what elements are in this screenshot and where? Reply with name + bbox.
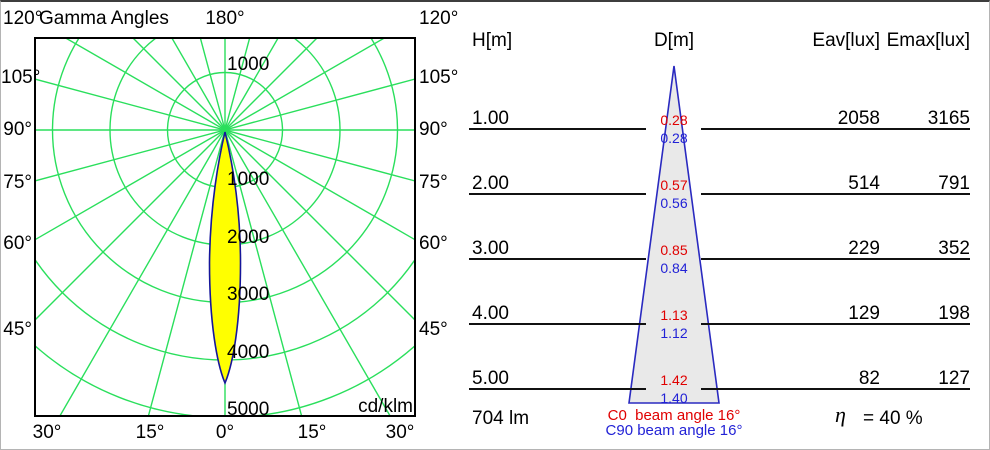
row-line (701, 388, 970, 390)
gamma-label-right-90: 90° (419, 119, 448, 140)
diameter-c0: 1.42 (660, 372, 688, 388)
row-line (469, 193, 646, 195)
height-value: 5.00 (472, 368, 509, 389)
row-line (701, 128, 970, 130)
gamma-label-left-45: 45° (3, 319, 32, 340)
eav-value: 82 (858, 368, 880, 389)
diameter-c90: 1.40 (660, 390, 688, 406)
gamma-label-bottom-15r: 15° (297, 422, 327, 443)
light-cone (628, 65, 720, 404)
height-value: 1.00 (472, 108, 509, 129)
diameter-c0: 1.13 (660, 307, 688, 323)
gamma-label-right-75: 75° (419, 172, 448, 193)
gamma-label-topright-120: 120° (419, 8, 459, 29)
col-header-eav: Eav[lux] (812, 30, 880, 51)
luminous-flux: 704 lm (472, 408, 530, 429)
row-line (701, 258, 970, 260)
unit-label-cdklm: cd/klm (358, 396, 413, 417)
polar-frame (34, 37, 416, 417)
diameter-c90: 0.28 (660, 130, 688, 146)
eav-value: 129 (848, 303, 880, 324)
col-header-d: D[m] (653, 30, 695, 51)
c0-beam-angle: C0 beam angle 16° (607, 407, 741, 424)
ring-label-5000: 5000 (227, 399, 270, 420)
polar-chart (34, 37, 416, 417)
gamma-label-180: 180° (205, 8, 245, 29)
diameter-c90: 0.56 (660, 195, 688, 211)
gamma-label-left-90: 90° (3, 119, 32, 140)
eav-value: 229 (848, 238, 880, 259)
diameter-c0: 0.57 (660, 177, 688, 193)
ring-label-1000-bottom: 1000 (227, 169, 270, 190)
gamma-label-topleft-120: 120° (3, 8, 43, 29)
height-value: 4.00 (472, 303, 509, 324)
gamma-label-left-75: 75° (3, 172, 32, 193)
beam-lobe (208, 131, 242, 386)
ring-label-4000: 4000 (227, 342, 270, 363)
gamma-label-bottom-30r: 30° (385, 422, 415, 443)
emax-value: 127 (938, 368, 970, 389)
emax-value: 198 (938, 303, 970, 324)
col-header-h: H[m] (472, 30, 513, 51)
eav-value: 2058 (837, 108, 880, 129)
col-header-emax: Emax[lux] (886, 30, 970, 51)
diameter-c0: 0.85 (660, 242, 688, 258)
gamma-label-right-60: 60° (419, 233, 448, 254)
emax-value: 791 (938, 173, 970, 194)
diameter-c90: 0.84 (660, 260, 688, 276)
row-line (701, 193, 970, 195)
height-value: 3.00 (472, 238, 509, 259)
c90-beam-angle: C90 beam angle 16° (605, 422, 743, 439)
eta-value: = 40 % (863, 408, 923, 429)
row-line (469, 323, 646, 325)
polar-title: Gamma Angles (39, 8, 169, 29)
ring-label-2000: 2000 (227, 227, 270, 248)
gamma-label-bottom-30l: 30° (32, 422, 62, 443)
diameter-c0: 0.28 (660, 112, 688, 128)
height-value: 2.00 (472, 173, 509, 194)
row-line (469, 388, 646, 390)
row-line (701, 323, 970, 325)
gamma-label-bottom-0: 0° (215, 422, 235, 443)
row-line (469, 258, 646, 260)
eta-symbol: η (835, 402, 846, 427)
emax-value: 3165 (927, 108, 970, 129)
gamma-label-left-60: 60° (3, 233, 32, 254)
ring-label-3000: 3000 (227, 284, 270, 305)
gamma-label-bottom-15l: 15° (135, 422, 165, 443)
diameter-c90: 1.12 (660, 325, 688, 341)
gamma-label-left-105: 105° (1, 67, 41, 88)
row-line (469, 128, 646, 130)
emax-value: 352 (938, 238, 970, 259)
gamma-label-right-45: 45° (419, 319, 448, 340)
eav-value: 514 (848, 173, 880, 194)
gamma-label-right-105: 105° (419, 67, 459, 88)
ring-label-1000-top: 1000 (227, 54, 270, 75)
